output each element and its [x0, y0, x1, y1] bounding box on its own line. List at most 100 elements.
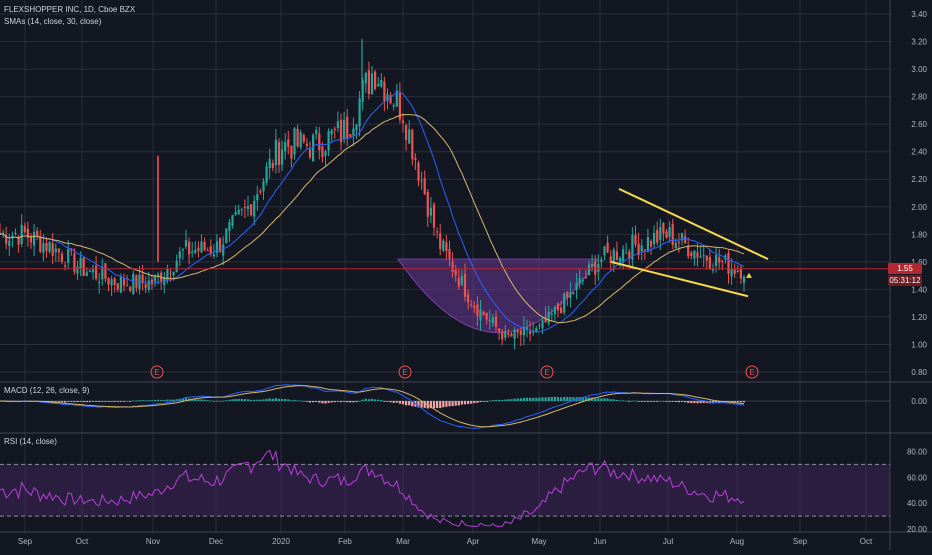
macd-histogram-bar — [54, 401, 57, 402]
candle-body — [392, 104, 395, 107]
candle-body — [643, 249, 646, 251]
macd-histogram-bar — [240, 398, 243, 401]
macd-histogram-bar — [420, 401, 423, 408]
macd-histogram-bar — [429, 401, 432, 409]
candle-body — [277, 141, 281, 166]
candle-body — [197, 247, 200, 252]
candle-body — [575, 282, 578, 290]
macd-histogram-bar — [147, 400, 150, 402]
candle-body — [73, 253, 76, 272]
candle-body — [476, 304, 479, 316]
candle-body — [634, 234, 637, 245]
macd-histogram-bar — [358, 400, 361, 402]
macd-histogram-bar — [262, 399, 265, 401]
macd-histogram-bar — [504, 399, 507, 401]
candle-body — [733, 269, 736, 274]
rsi-tick-label: 40.00 — [907, 499, 928, 508]
macd-histogram-bar — [98, 401, 101, 402]
macd-histogram-bar — [302, 400, 305, 402]
macd-histogram-bar — [200, 399, 203, 401]
macd-histogram-bar — [324, 401, 327, 404]
macd-histogram-bar — [122, 401, 126, 402]
candle-body — [60, 253, 64, 262]
macd-histogram-bar — [411, 401, 414, 407]
candle-body — [126, 285, 129, 287]
macd-histogram-bar — [445, 401, 448, 407]
candle-body — [271, 162, 274, 168]
macd-histogram-bar — [578, 397, 581, 401]
macd-histogram-bar — [330, 401, 333, 403]
candle-body — [141, 274, 144, 284]
macd-histogram-bar — [253, 399, 256, 401]
candle-body — [432, 204, 436, 228]
macd-histogram-bar — [113, 401, 116, 402]
candle-body — [426, 192, 429, 217]
candle-body — [411, 129, 414, 160]
macd-histogram-bar — [132, 400, 135, 402]
candle-body — [339, 119, 343, 143]
macd-histogram-bar — [141, 400, 144, 401]
macd-histogram-bar — [631, 400, 634, 402]
macd-histogram-bar — [343, 401, 346, 402]
macd-histogram-bar — [572, 397, 575, 401]
macd-histogram-bar — [231, 399, 234, 401]
macd-histogram-bar — [321, 401, 324, 404]
candle-body — [578, 278, 581, 284]
candle-body — [231, 215, 234, 227]
candle-body — [26, 228, 29, 238]
candle-body — [727, 252, 730, 274]
macd-histogram-bar — [246, 399, 250, 401]
y-tick-label: 2.80 — [911, 93, 927, 102]
macd-histogram-bar — [299, 400, 302, 402]
macd-histogram-bar — [370, 398, 374, 401]
candle-body — [436, 231, 439, 233]
candle-body — [296, 128, 299, 147]
macd-histogram-bar — [166, 399, 169, 401]
candle-body — [305, 143, 308, 146]
macd-histogram-bar — [677, 401, 680, 403]
macd-histogram-bar — [271, 398, 274, 401]
candle-body — [194, 249, 197, 253]
candle-body — [482, 311, 485, 316]
candle-body — [625, 252, 628, 254]
candle-body — [39, 235, 42, 252]
macd-histogram-bar — [126, 400, 129, 402]
candle-body — [361, 80, 364, 102]
candle-body — [20, 224, 23, 245]
candle-body — [569, 292, 572, 298]
macd-histogram-bar — [687, 401, 690, 403]
candle-body — [535, 328, 538, 332]
macd-histogram-bar — [532, 397, 535, 401]
candle-body — [547, 311, 550, 324]
candle-body — [57, 248, 60, 253]
candle-body — [259, 190, 262, 193]
macd-histogram-bar — [625, 400, 628, 402]
candle-body — [324, 151, 327, 156]
candle-body — [538, 325, 541, 327]
macd-histogram-bar — [668, 401, 671, 402]
candle-body — [206, 250, 209, 252]
macd-histogram-bar — [637, 401, 640, 402]
candle-body — [116, 283, 119, 290]
candle-body — [690, 252, 693, 257]
candle-body — [457, 278, 460, 287]
candle-body — [597, 264, 600, 272]
candle-body — [591, 263, 594, 267]
candle-body — [504, 331, 507, 338]
candle-body — [662, 223, 665, 234]
earnings-circle — [398, 365, 412, 379]
macd-histogram-bar — [333, 401, 336, 403]
macd-histogram-bar — [525, 397, 529, 401]
macd-histogram-bar — [57, 401, 60, 402]
candle-body — [668, 227, 671, 237]
macd-histogram-bar — [150, 400, 153, 402]
candle-body — [95, 265, 98, 279]
candle-body — [42, 243, 45, 253]
macd-histogram-bar — [541, 397, 544, 401]
candle-body — [730, 268, 733, 277]
alert-marker — [746, 272, 752, 278]
candle-body — [91, 269, 95, 273]
earnings-marker: E — [540, 365, 554, 379]
